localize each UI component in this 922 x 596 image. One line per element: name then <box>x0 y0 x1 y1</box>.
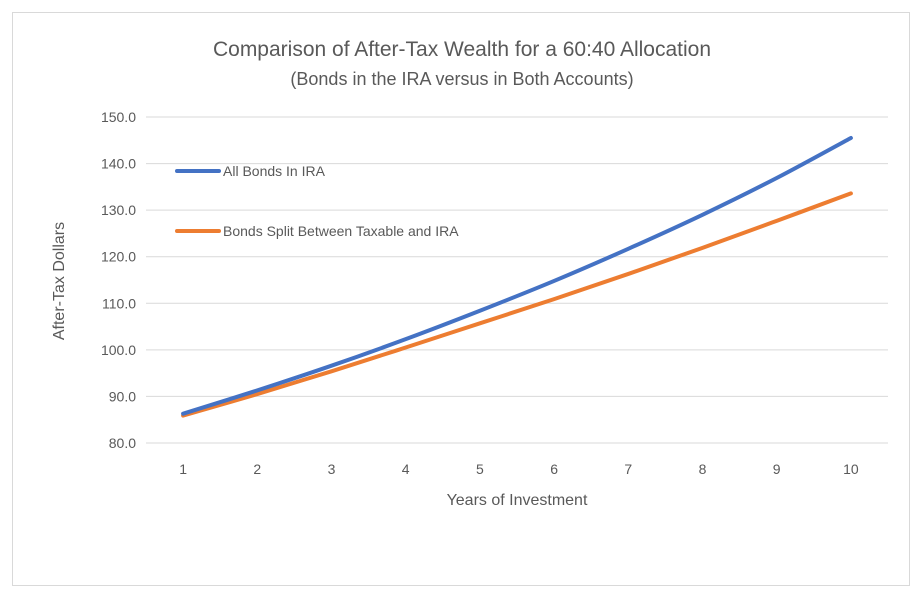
x-tick-label: 2 <box>253 461 261 477</box>
grid-lines <box>146 116 888 444</box>
legend-label: All Bonds In IRA <box>223 163 326 179</box>
x-axis-title: Years of Investment <box>447 492 588 509</box>
y-tick-label: 140.0 <box>101 156 136 172</box>
y-tick-label: 90.0 <box>109 388 136 404</box>
x-tick-label: 5 <box>476 461 484 477</box>
chart-title: Comparison of After-Tax Wealth for a 60:… <box>213 38 711 61</box>
x-tick-label: 3 <box>328 461 336 477</box>
y-tick-label: 100.0 <box>101 342 136 358</box>
y-tick-label: 110.0 <box>102 295 136 311</box>
chart: Comparison of After-Tax Wealth for a 60:… <box>51 38 888 509</box>
y-tick-label: 130.0 <box>101 202 136 218</box>
y-axis-title: After-Tax Dollars <box>51 222 68 340</box>
x-tick-label: 6 <box>550 461 558 477</box>
chart-container: Comparison of After-Tax Wealth for a 60:… <box>12 12 910 586</box>
x-tick-label: 1 <box>179 461 187 477</box>
y-tick-label: 120.0 <box>101 249 136 265</box>
x-tick-label: 4 <box>402 461 410 477</box>
series-lines <box>181 135 853 418</box>
y-tick-label: 150.0 <box>101 109 136 125</box>
legend: All Bonds In IRA Bonds Split Between Taxa… <box>175 163 459 239</box>
x-tick-label: 9 <box>773 461 781 477</box>
series-line-1 <box>181 135 853 416</box>
y-axis-ticks: 80.0 90.0 100.0 110.0 120.0 130.0 140.0 150.0 <box>101 109 136 451</box>
legend-label: Bonds Split Between Taxable and IRA <box>223 223 459 239</box>
x-tick-label: 8 <box>699 461 707 477</box>
series-line-2 <box>181 191 853 418</box>
y-tick-label: 80.0 <box>109 435 136 451</box>
x-tick-label: 10 <box>843 461 859 477</box>
x-axis-ticks: 1 2 3 4 5 6 7 8 9 10 <box>179 461 859 477</box>
x-tick-label: 7 <box>624 461 632 477</box>
chart-subtitle: (Bonds in the IRA versus in Both Account… <box>290 69 633 89</box>
